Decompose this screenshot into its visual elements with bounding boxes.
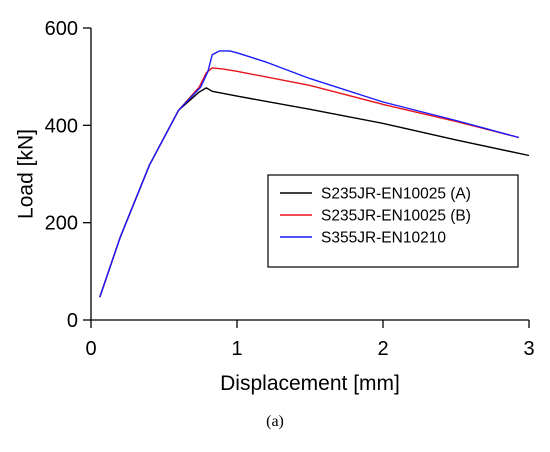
x-tick-label: 1: [231, 338, 242, 360]
legend-label: S235JR-EN10025 (A): [321, 186, 471, 203]
tick-labels: 0 1 2 3 0 200 400 600: [45, 18, 535, 360]
legend: S235JR-EN10025 (A) S235JR-EN10025 (B) S355…: [267, 174, 519, 268]
legend-box: [267, 174, 519, 268]
series-line-3: [99, 50, 519, 298]
figure-caption: (a): [266, 413, 284, 430]
plot-area: [99, 50, 530, 298]
x-tick-label: 3: [523, 338, 534, 360]
y-tick-label: 200: [45, 213, 78, 235]
x-axis-title: Displacement [mm]: [220, 372, 400, 395]
x-tick-label: 2: [377, 338, 388, 360]
y-axis-title: Load [kN]: [15, 129, 38, 219]
y-tick-label: 600: [45, 18, 78, 40]
axes: [83, 27, 530, 328]
chart: 0 1 2 3 0 200 400 600 Displacement [mm] Load [k…: [15, 18, 535, 395]
legend-label: S235JR-EN10025 (B): [321, 208, 471, 225]
y-tick-label: 400: [45, 115, 78, 137]
x-tick-label: 0: [85, 338, 96, 360]
legend-label: S355JR-EN10210: [321, 230, 446, 247]
y-tick-label: 0: [67, 310, 78, 332]
